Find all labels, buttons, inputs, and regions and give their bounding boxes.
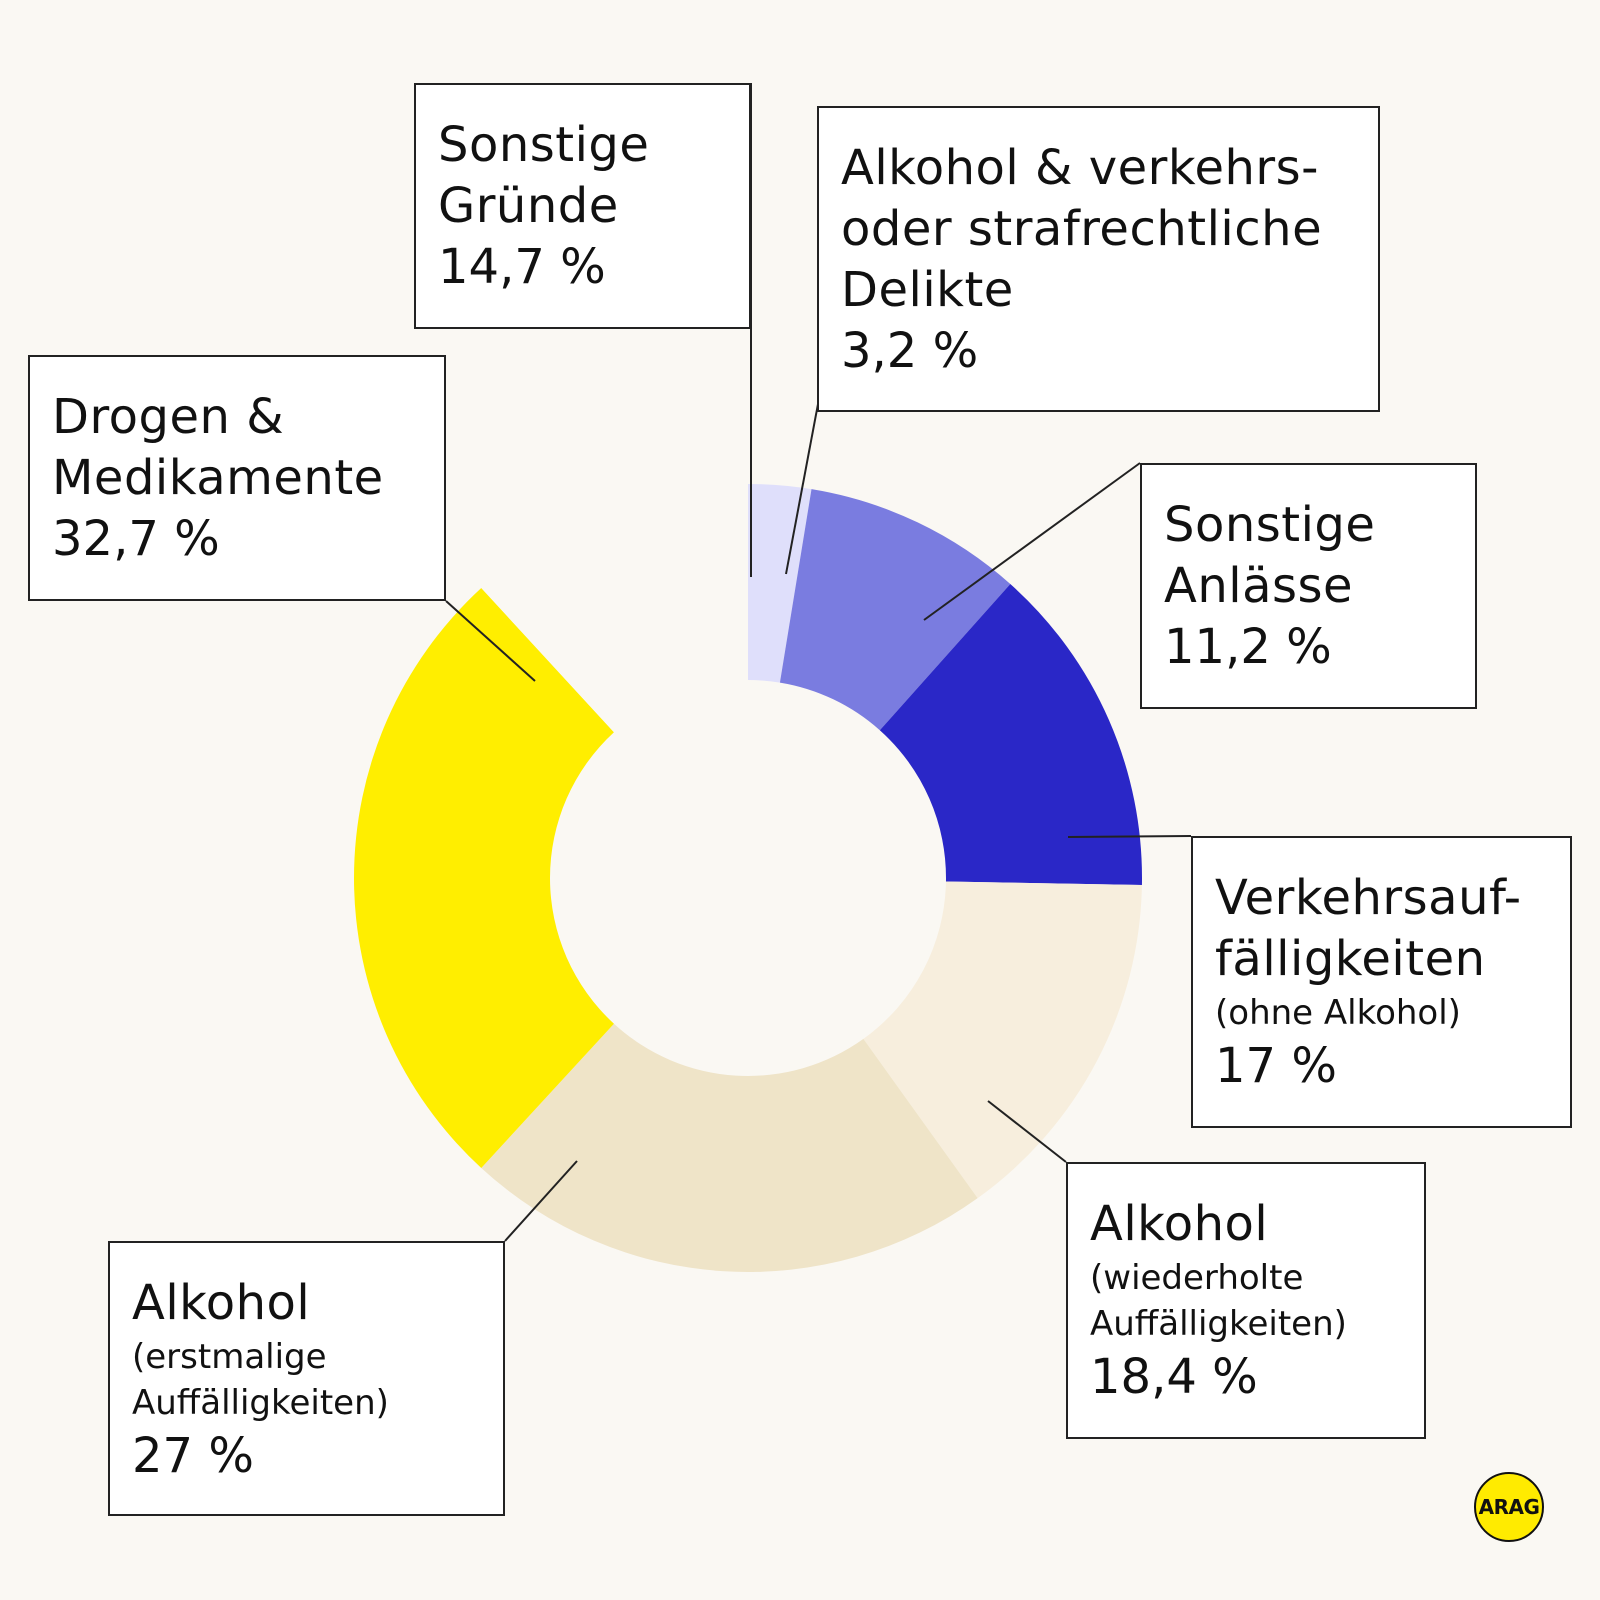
label-delikte-title: Alkohol & verkehrs- oder strafrechtliche… [841, 140, 1323, 318]
label-sonstige-anlaesse-value: 11,2 % [1164, 619, 1332, 675]
label-alkohol-erstmalig-sub: (erstmalige Auffälligkeiten) [132, 1337, 389, 1423]
label-alkohol-erstmalig-title: Alkohol [132, 1275, 311, 1331]
leader-line-0 [785, 403, 819, 575]
label-verkehr-value: 17 % [1215, 1038, 1337, 1094]
label-drogen-value: 32,7 % [52, 511, 220, 567]
label-verkehr-title: Verkehrsauf- fälligkeiten [1215, 870, 1522, 987]
label-sonstige-gruende-title: Sonstige Gründe [438, 117, 650, 234]
leader-line-3 [987, 1100, 1067, 1163]
leader-line-5 [445, 600, 536, 682]
donut-slice-3 [863, 881, 1142, 1199]
label-alkohol-wiederholt-title: Alkohol [1090, 1196, 1269, 1252]
label-verkehr: Verkehrsauf- fälligkeiten (ohne Alkohol)… [1191, 836, 1572, 1128]
label-verkehr-sub: (ohne Alkohol) [1215, 993, 1461, 1033]
label-alkohol-wiederholt-sub: (wiederholte Auffälligkeiten) [1090, 1258, 1347, 1344]
label-delikte: Alkohol & verkehrs- oder strafrechtliche… [817, 106, 1380, 412]
label-alkohol-wiederholt-value: 18,4 % [1090, 1349, 1258, 1405]
label-drogen: Drogen & Medikamente 32,7 % [28, 355, 446, 601]
label-sonstige-gruende-value: 14,7 % [438, 239, 606, 295]
arag-logo: ARAG [1474, 1472, 1544, 1542]
label-delikte-value: 3,2 % [841, 323, 979, 379]
leader-line-2 [1067, 835, 1192, 838]
donut-slice-5 [353, 588, 614, 1168]
label-alkohol-wiederholt: Alkohol (wiederholte Auffälligkeiten) 18… [1066, 1162, 1426, 1439]
label-sonstige-anlaesse-title: Sonstige Anlässe [1164, 497, 1376, 614]
arag-logo-text: ARAG [1478, 1495, 1540, 1519]
label-sonstige-gruende: Sonstige Gründe 14,7 % [414, 83, 751, 329]
label-alkohol-erstmalig: Alkohol (erstmalige Auffälligkeiten) 27 … [108, 1241, 505, 1516]
donut-slice-1 [779, 489, 1011, 731]
label-sonstige-anlaesse: Sonstige Anlässe 11,2 % [1140, 463, 1477, 709]
donut-slice-4 [481, 1023, 978, 1272]
label-drogen-title: Drogen & Medikamente [52, 389, 384, 506]
leader-line-1 [923, 462, 1141, 621]
leader-line-4 [504, 1160, 578, 1242]
donut-slice-0 [748, 484, 812, 683]
label-alkohol-erstmalig-value: 27 % [132, 1428, 254, 1484]
donut-slice-6 [481, 484, 748, 733]
donut-slice-2 [879, 584, 1142, 885]
